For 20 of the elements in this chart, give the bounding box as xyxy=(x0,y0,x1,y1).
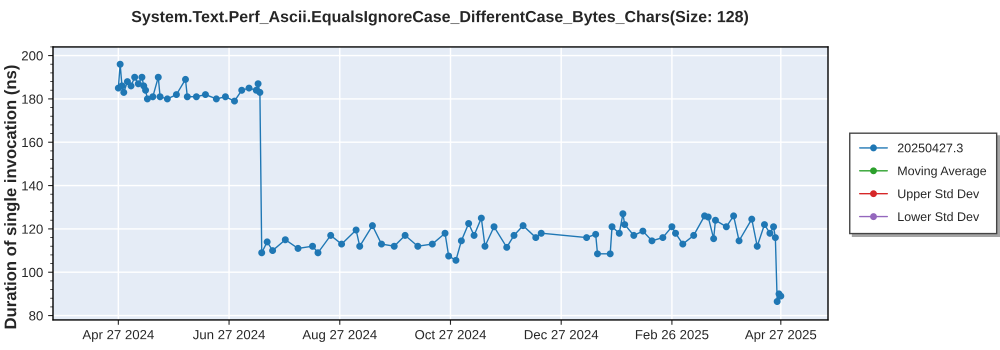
legend-label: Upper Std Dev xyxy=(898,189,980,201)
legend-label: Moving Average xyxy=(898,166,986,178)
y-tick-label: 100 xyxy=(22,268,43,278)
x-tick-label: Jun 27 2024 xyxy=(192,330,265,340)
x-tick-label: Aug 27 2024 xyxy=(302,330,377,342)
x-tick-label: Feb 26 2025 xyxy=(636,330,708,340)
y-tick-label: 140 xyxy=(22,181,43,190)
legend-label: Lower Std Dev xyxy=(898,212,980,222)
x-tick-label: Apr 27 2025 xyxy=(744,330,816,342)
x-tick-label: Apr 27 2024 xyxy=(82,330,154,342)
y-axis-title: Duration of single invocation (ns) xyxy=(4,65,20,328)
y-tick-label: 80 xyxy=(29,311,43,320)
x-tick-label: Dec 27 2024 xyxy=(524,330,598,340)
x-tick-label: Oct 27 2024 xyxy=(415,330,486,340)
y-tick-label: 160 xyxy=(22,138,43,148)
y-tick-label: 180 xyxy=(22,94,43,104)
legend-label: 20250427.3 xyxy=(898,144,963,152)
y-tick-label: 120 xyxy=(22,224,43,234)
y-tick-label: 200 xyxy=(22,51,43,60)
chart-title: System.Text.Perf_Ascii.EqualsIgnoreCase_DifferentCase_Bytes_Chars(Size: 128) xyxy=(132,10,748,26)
